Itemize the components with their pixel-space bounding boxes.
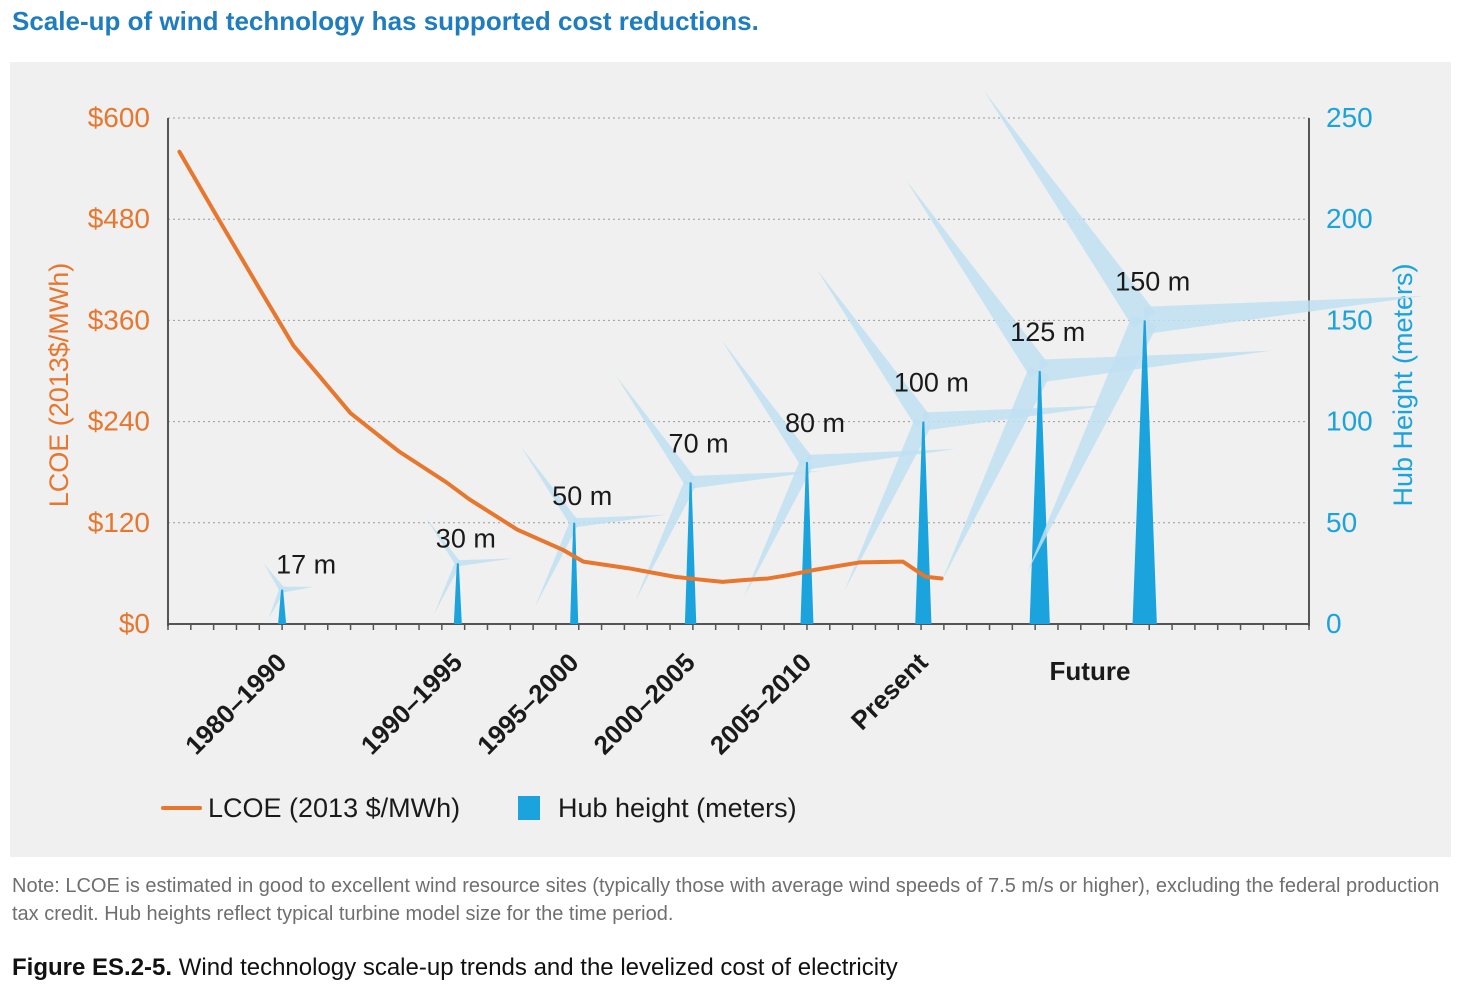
turbine-blade	[263, 563, 285, 592]
x-category-label: 1980–1990	[179, 647, 292, 760]
turbine-blade	[520, 446, 578, 526]
lcoe-hub-height-chart: $0 $120 $240 $360 $480 $600 0 50 100 150 200 250 LCO…	[44, 91, 1423, 823]
right-axis-tick-label: 150	[1326, 304, 1373, 335]
right-axis-tick-label: 100	[1326, 406, 1373, 437]
left-axis-tick-label: $120	[88, 507, 150, 538]
turbine-blade	[534, 520, 579, 608]
x-category-label: 1990–1995	[355, 647, 468, 760]
turbine-blade	[635, 479, 697, 601]
figure-caption-label: Figure ES.2-5.	[12, 954, 173, 981]
x-category-label: 1995–2000	[471, 647, 584, 760]
turbine-blade	[690, 470, 821, 489]
left-axis-tick-label: $240	[88, 406, 150, 437]
hub-height-bar	[684, 482, 697, 624]
hub-height-label: 150 m	[1115, 266, 1190, 296]
turbine-blade	[457, 558, 514, 567]
turbine-blade	[744, 459, 814, 598]
left-axis-title: LCOE (2013$/MWh)	[44, 263, 74, 508]
hub-height-bar	[1132, 320, 1157, 624]
hub-height-label: 50 m	[552, 481, 612, 511]
turbine-blade	[1038, 350, 1272, 383]
hub-height-label: 125 m	[1010, 317, 1085, 347]
chart-note: Note: LCOE is estimated in good to excel…	[12, 875, 1440, 925]
turbine-blade	[816, 269, 931, 427]
turbine-blade	[281, 586, 314, 593]
right-axis-title: Hub Height (meters)	[1388, 263, 1418, 506]
x-category-label: 2000–2005	[588, 647, 701, 760]
right-axis-tick-label: 200	[1326, 203, 1373, 234]
right-axis-tick-label: 250	[1326, 102, 1373, 133]
chart-panel: $0 $120 $240 $360 $480 $600 0 50 100 150 200 250 LCO…	[10, 62, 1451, 857]
x-category-label: Present	[845, 647, 934, 736]
turbine-blade	[434, 562, 461, 614]
left-axis-tick-label: $600	[88, 102, 150, 133]
turbine-blade	[425, 517, 461, 566]
legend-lcoe-label: LCOE (2013 $/MWh)	[208, 793, 460, 823]
turbine-blade	[615, 375, 696, 486]
hub-height-label: 80 m	[785, 408, 845, 438]
lcoe-series-line	[177, 149, 944, 584]
turbine-blade	[721, 340, 813, 467]
hub-height-bar	[278, 589, 287, 624]
page-title: Scale-up of wind technology has supporte…	[12, 6, 759, 36]
hub-height-label: 70 m	[669, 428, 729, 458]
x-category-label: 2005–2010	[704, 647, 817, 760]
legend-hub-swatch	[518, 796, 540, 820]
hub-height-bar	[570, 522, 579, 624]
turbine-blade	[941, 366, 1051, 582]
hub-height-bar	[800, 462, 814, 624]
legend-hub-label: Hub height (meters)	[558, 793, 797, 823]
turbine-blade	[844, 417, 932, 591]
turbine-blade	[1143, 296, 1423, 335]
x-future-label: Future	[1050, 656, 1131, 686]
figure-caption: Figure ES.2-5. Wind technology scale-up …	[12, 954, 898, 982]
hub-height-label: 100 m	[894, 368, 969, 398]
hub-height-bar	[453, 563, 462, 624]
turbine-blade	[573, 514, 667, 528]
hub-height-label: 17 m	[276, 550, 336, 580]
left-axis-tick-label: $360	[88, 304, 150, 335]
turbine-blade	[984, 91, 1156, 329]
left-axis-tick-label: $0	[119, 608, 150, 639]
hub-height-label: 30 m	[436, 523, 496, 553]
left-axis-tick-label: $480	[88, 203, 150, 234]
turbine-blade	[906, 180, 1050, 378]
hub-height-bar	[1029, 371, 1050, 624]
right-axis-tick-label: 50	[1326, 507, 1357, 538]
figure-caption-text: Wind technology scale-up trends and the …	[178, 954, 898, 981]
right-axis-tick-label: 0	[1326, 608, 1342, 639]
turbine-blade	[806, 449, 956, 470]
turbine-blade	[1026, 314, 1158, 574]
